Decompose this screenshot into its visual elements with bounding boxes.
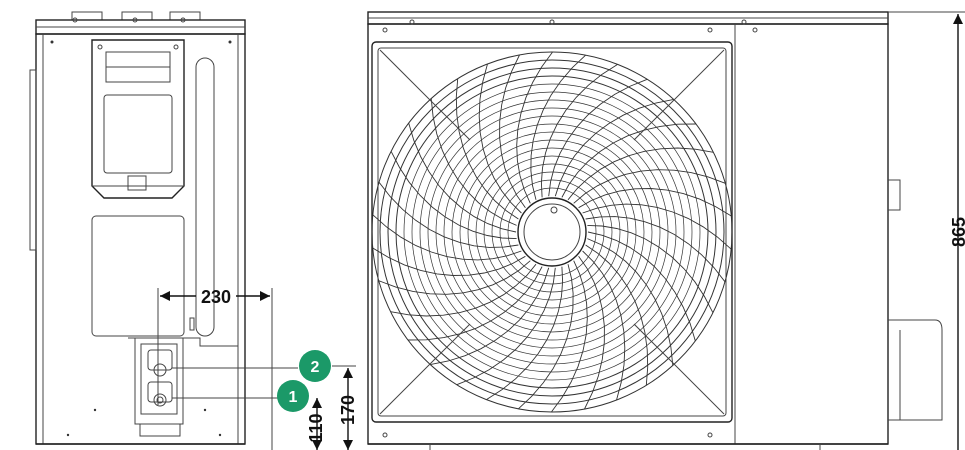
port-1-badge: 1 (277, 380, 309, 412)
fan-blades (372, 51, 732, 413)
svg-text:2: 2 (311, 359, 320, 376)
port-1-height-label: 110 (306, 413, 326, 442)
svg-text:1: 1 (289, 389, 298, 406)
width-dimension: 230 (157, 287, 273, 450)
height-dimension: 865 (888, 11, 965, 450)
side-view (29, 11, 246, 445)
fan-guard-rings (371, 51, 733, 413)
port-2-height-dimension: 170 (338, 368, 358, 450)
height-label: 865 (949, 217, 965, 247)
front-view (367, 11, 943, 450)
port-2-badge: 2 (299, 350, 331, 382)
width-label: 230 (201, 287, 231, 307)
port-2-height-label: 170 (338, 395, 358, 425)
port-1-height-dimension: 110 (306, 398, 326, 450)
